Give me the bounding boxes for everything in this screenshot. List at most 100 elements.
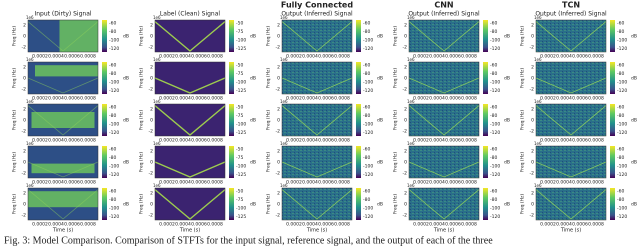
colorbar-tick-label: -120 [490, 130, 500, 136]
colorbar-unit: dB [250, 202, 256, 208]
spectrogram [155, 188, 225, 220]
colorbar-tick-label: -100 [617, 38, 627, 44]
colorbar-tick-label: -60 [617, 63, 624, 69]
colorbar-tick-label: -80 [363, 29, 370, 35]
plot-frame [281, 19, 353, 53]
y-tick-label: 2 [23, 149, 26, 155]
group-header: TCN [562, 1, 580, 10]
x-tick-label: 0.0002 [286, 96, 302, 102]
x-tick-label: 0.0004 [429, 222, 445, 228]
colorbar-unit: dB [504, 118, 510, 124]
y-axis-label: Freq (Hz) [266, 110, 272, 131]
colorbar-tick-label: -120 [490, 88, 500, 94]
x-tick-label: 0.0008 [461, 222, 477, 228]
y-exponent: 1e6 [407, 183, 415, 188]
chirp [535, 161, 607, 178]
y-tick-label: 0 [150, 118, 153, 124]
x-tick-label: 0.0006 [191, 138, 207, 144]
y-tick-label: -2 [149, 45, 154, 51]
colorbar [229, 146, 234, 178]
colorbar-tick-label: -60 [490, 189, 497, 195]
colorbar-tick-label: -80 [617, 113, 624, 119]
x-tick-label: 0.0008 [334, 54, 350, 60]
y-tick-label: 0 [277, 160, 280, 166]
y-exponent: 1e6 [26, 99, 34, 104]
x-tick-label: 0.0004 [429, 138, 445, 144]
spectrogram [155, 62, 225, 94]
plot-frame [281, 103, 353, 137]
x-tick-label: 0.0008 [588, 96, 604, 102]
colorbar [102, 62, 107, 94]
spectrogram [536, 188, 606, 220]
colorbar-unit: dB [504, 34, 510, 40]
colorbar-tick-label: -60 [617, 105, 624, 111]
chirp [154, 189, 226, 220]
colorbar-tick-label: -80 [363, 197, 370, 203]
colorbar-unit: dB [377, 118, 383, 124]
colorbar-tick-label: -125 [236, 130, 246, 136]
x-tick-label: 0.0002 [32, 222, 48, 228]
colorbar-tick-label: -100 [490, 122, 500, 128]
colorbar-tick-label: -80 [109, 29, 116, 35]
colorbar [102, 20, 107, 52]
x-tick-label: 0.0004 [175, 54, 191, 60]
colorbar-tick-label: -80 [363, 71, 370, 77]
colorbar-tick-label: -80 [617, 71, 624, 77]
plot-frame [154, 103, 226, 137]
colorbar-tick-label: -50 [236, 21, 243, 27]
colorbar [102, 188, 107, 220]
y-exponent: 1e6 [407, 99, 415, 104]
chirp [27, 161, 99, 178]
y-exponent: 1e6 [534, 99, 542, 104]
x-tick-label: 0.0002 [540, 222, 556, 228]
y-tick-label: -2 [276, 213, 281, 219]
plot-frame [408, 187, 480, 221]
y-tick-label: 2 [23, 191, 26, 197]
signal-band [59, 20, 98, 52]
y-tick-label: 2 [404, 191, 407, 197]
y-axis-label: Freq (Hz) [393, 194, 399, 215]
spectrogram [282, 104, 352, 136]
colorbar-tick-label: -75 [236, 155, 243, 161]
colorbar-tick-label: -100 [109, 206, 119, 212]
colorbar-tick-label: -100 [236, 122, 246, 128]
x-tick-label: 0.0008 [461, 180, 477, 186]
colorbar-tick-label: -100 [236, 38, 246, 44]
chirp [535, 21, 607, 52]
y-axis-label: Freq (Hz) [520, 152, 526, 173]
colorbar-tick-label: -80 [617, 29, 624, 35]
colorbar-unit: dB [123, 202, 129, 208]
colorbar-tick-label: -100 [236, 206, 246, 212]
y-tick-label: 2 [531, 65, 534, 71]
colorbar-tick-label: -100 [236, 164, 246, 170]
y-exponent: 1e6 [534, 15, 542, 20]
colorbar-tick-label: -120 [617, 88, 627, 94]
colorbar [356, 146, 361, 178]
colorbar-tick-label: -100 [490, 164, 500, 170]
x-axis-label: Time (s) [306, 228, 327, 234]
y-axis-label: Freq (Hz) [139, 68, 145, 89]
signal-band [31, 163, 95, 174]
x-tick-label: 0.0006 [191, 222, 207, 228]
x-tick-label: 0.0002 [286, 222, 302, 228]
x-tick-label: 0.0004 [175, 138, 191, 144]
plot-frame [154, 19, 226, 53]
chirp [281, 77, 353, 94]
colorbar-tick-label: -60 [490, 63, 497, 69]
x-tick-label: 0.0006 [318, 54, 334, 60]
plot-frame [154, 145, 226, 179]
x-tick-label: 0.0006 [191, 180, 207, 186]
y-axis-label: Freq (Hz) [266, 26, 272, 47]
y-tick-label: -2 [276, 87, 281, 93]
y-tick-label: 2 [23, 107, 26, 113]
y-tick-label: -2 [403, 129, 408, 135]
colorbar-tick-label: -80 [490, 71, 497, 77]
colorbar-tick-label: -120 [363, 88, 373, 94]
y-axis-label: Freq (Hz) [520, 68, 526, 89]
y-axis-label: Freq (Hz) [139, 110, 145, 131]
chirp [154, 77, 226, 94]
plot-frame [154, 187, 226, 221]
plot-frame [27, 145, 99, 179]
x-axis-label: Time (s) [52, 228, 73, 234]
